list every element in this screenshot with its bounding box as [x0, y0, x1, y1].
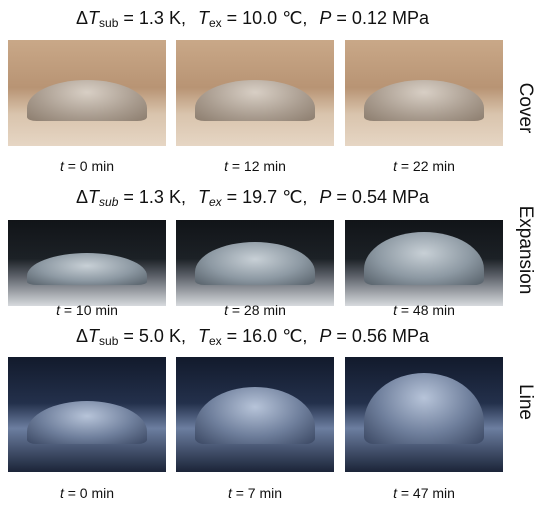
droplet — [27, 401, 147, 445]
caption: t = 48 min — [345, 302, 503, 318]
subscript: ex — [209, 334, 222, 348]
row-label: Expansion — [514, 190, 536, 310]
symbol: T — [198, 187, 209, 207]
caption: t = 47 min — [345, 485, 503, 501]
subscript: sub — [99, 16, 118, 30]
delta: Δ — [76, 8, 88, 28]
photo — [176, 40, 334, 146]
value: = 12 min — [228, 158, 286, 174]
photo — [176, 220, 334, 306]
symbol: P — [319, 187, 331, 207]
subscript: ex — [209, 16, 222, 30]
subscript: sub — [99, 195, 118, 209]
value: = 5.0 K, — [118, 326, 186, 346]
value: = 0 min — [64, 485, 114, 501]
droplet — [364, 232, 484, 285]
value: = 7 min — [232, 485, 282, 501]
photo — [8, 220, 166, 306]
value: = 28 min — [228, 302, 286, 318]
row-header: ΔTsub = 1.3 K,Tex = 10.0 ℃,P = 0.12 MPa — [0, 8, 505, 30]
value: = 10 min — [60, 302, 118, 318]
symbol: T — [88, 326, 99, 346]
value: = 19.7 ℃, — [222, 187, 308, 207]
row-label: Line — [514, 342, 536, 462]
droplet — [195, 80, 315, 120]
subscript: sub — [99, 334, 118, 348]
delta: Δ — [76, 187, 88, 207]
value: = 10.0 ℃, — [222, 8, 308, 28]
photo — [8, 40, 166, 146]
subscript: ex — [209, 195, 222, 209]
droplet — [195, 387, 315, 445]
photo — [176, 357, 334, 472]
caption: t = 22 min — [345, 158, 503, 174]
symbol: T — [88, 8, 99, 28]
caption: t = 12 min — [176, 158, 334, 174]
photo — [8, 357, 166, 472]
value: = 0.56 MPa — [331, 326, 429, 346]
symbol: T — [198, 326, 209, 346]
value: = 22 min — [397, 158, 455, 174]
value: = 48 min — [397, 302, 455, 318]
symbol: T — [198, 8, 209, 28]
droplet — [364, 373, 484, 444]
value: = 0.54 MPa — [331, 187, 429, 207]
value: = 0 min — [64, 158, 114, 174]
caption: t = 0 min — [8, 485, 166, 501]
caption: t = 7 min — [176, 485, 334, 501]
droplet — [195, 242, 315, 285]
droplet — [27, 253, 147, 286]
value: = 16.0 ℃, — [222, 326, 308, 346]
value: = 1.3 K, — [118, 8, 186, 28]
photo — [345, 357, 503, 472]
caption: t = 10 min — [8, 302, 166, 318]
value: = 47 min — [397, 485, 455, 501]
row-header: ΔTsub = 5.0 K,Tex = 16.0 ℃,P = 0.56 MPa — [0, 326, 505, 348]
figure: ΔTsub = 1.3 K,Tex = 10.0 ℃,P = 0.12 MPat… — [0, 0, 539, 508]
photo — [345, 220, 503, 306]
photo — [345, 40, 503, 146]
value: = 1.3 K, — [118, 187, 186, 207]
symbol: P — [319, 8, 331, 28]
caption: t = 0 min — [8, 158, 166, 174]
row-header: ΔTsub = 1.3 K,Tex = 19.7 ℃,P = 0.54 MPa — [0, 187, 505, 209]
caption: t = 28 min — [176, 302, 334, 318]
value: = 0.12 MPa — [331, 8, 429, 28]
delta: Δ — [76, 326, 88, 346]
droplet — [27, 80, 147, 120]
row-label: Cover — [514, 48, 536, 168]
symbol: P — [319, 326, 331, 346]
droplet — [364, 80, 484, 120]
symbol: T — [88, 187, 99, 207]
